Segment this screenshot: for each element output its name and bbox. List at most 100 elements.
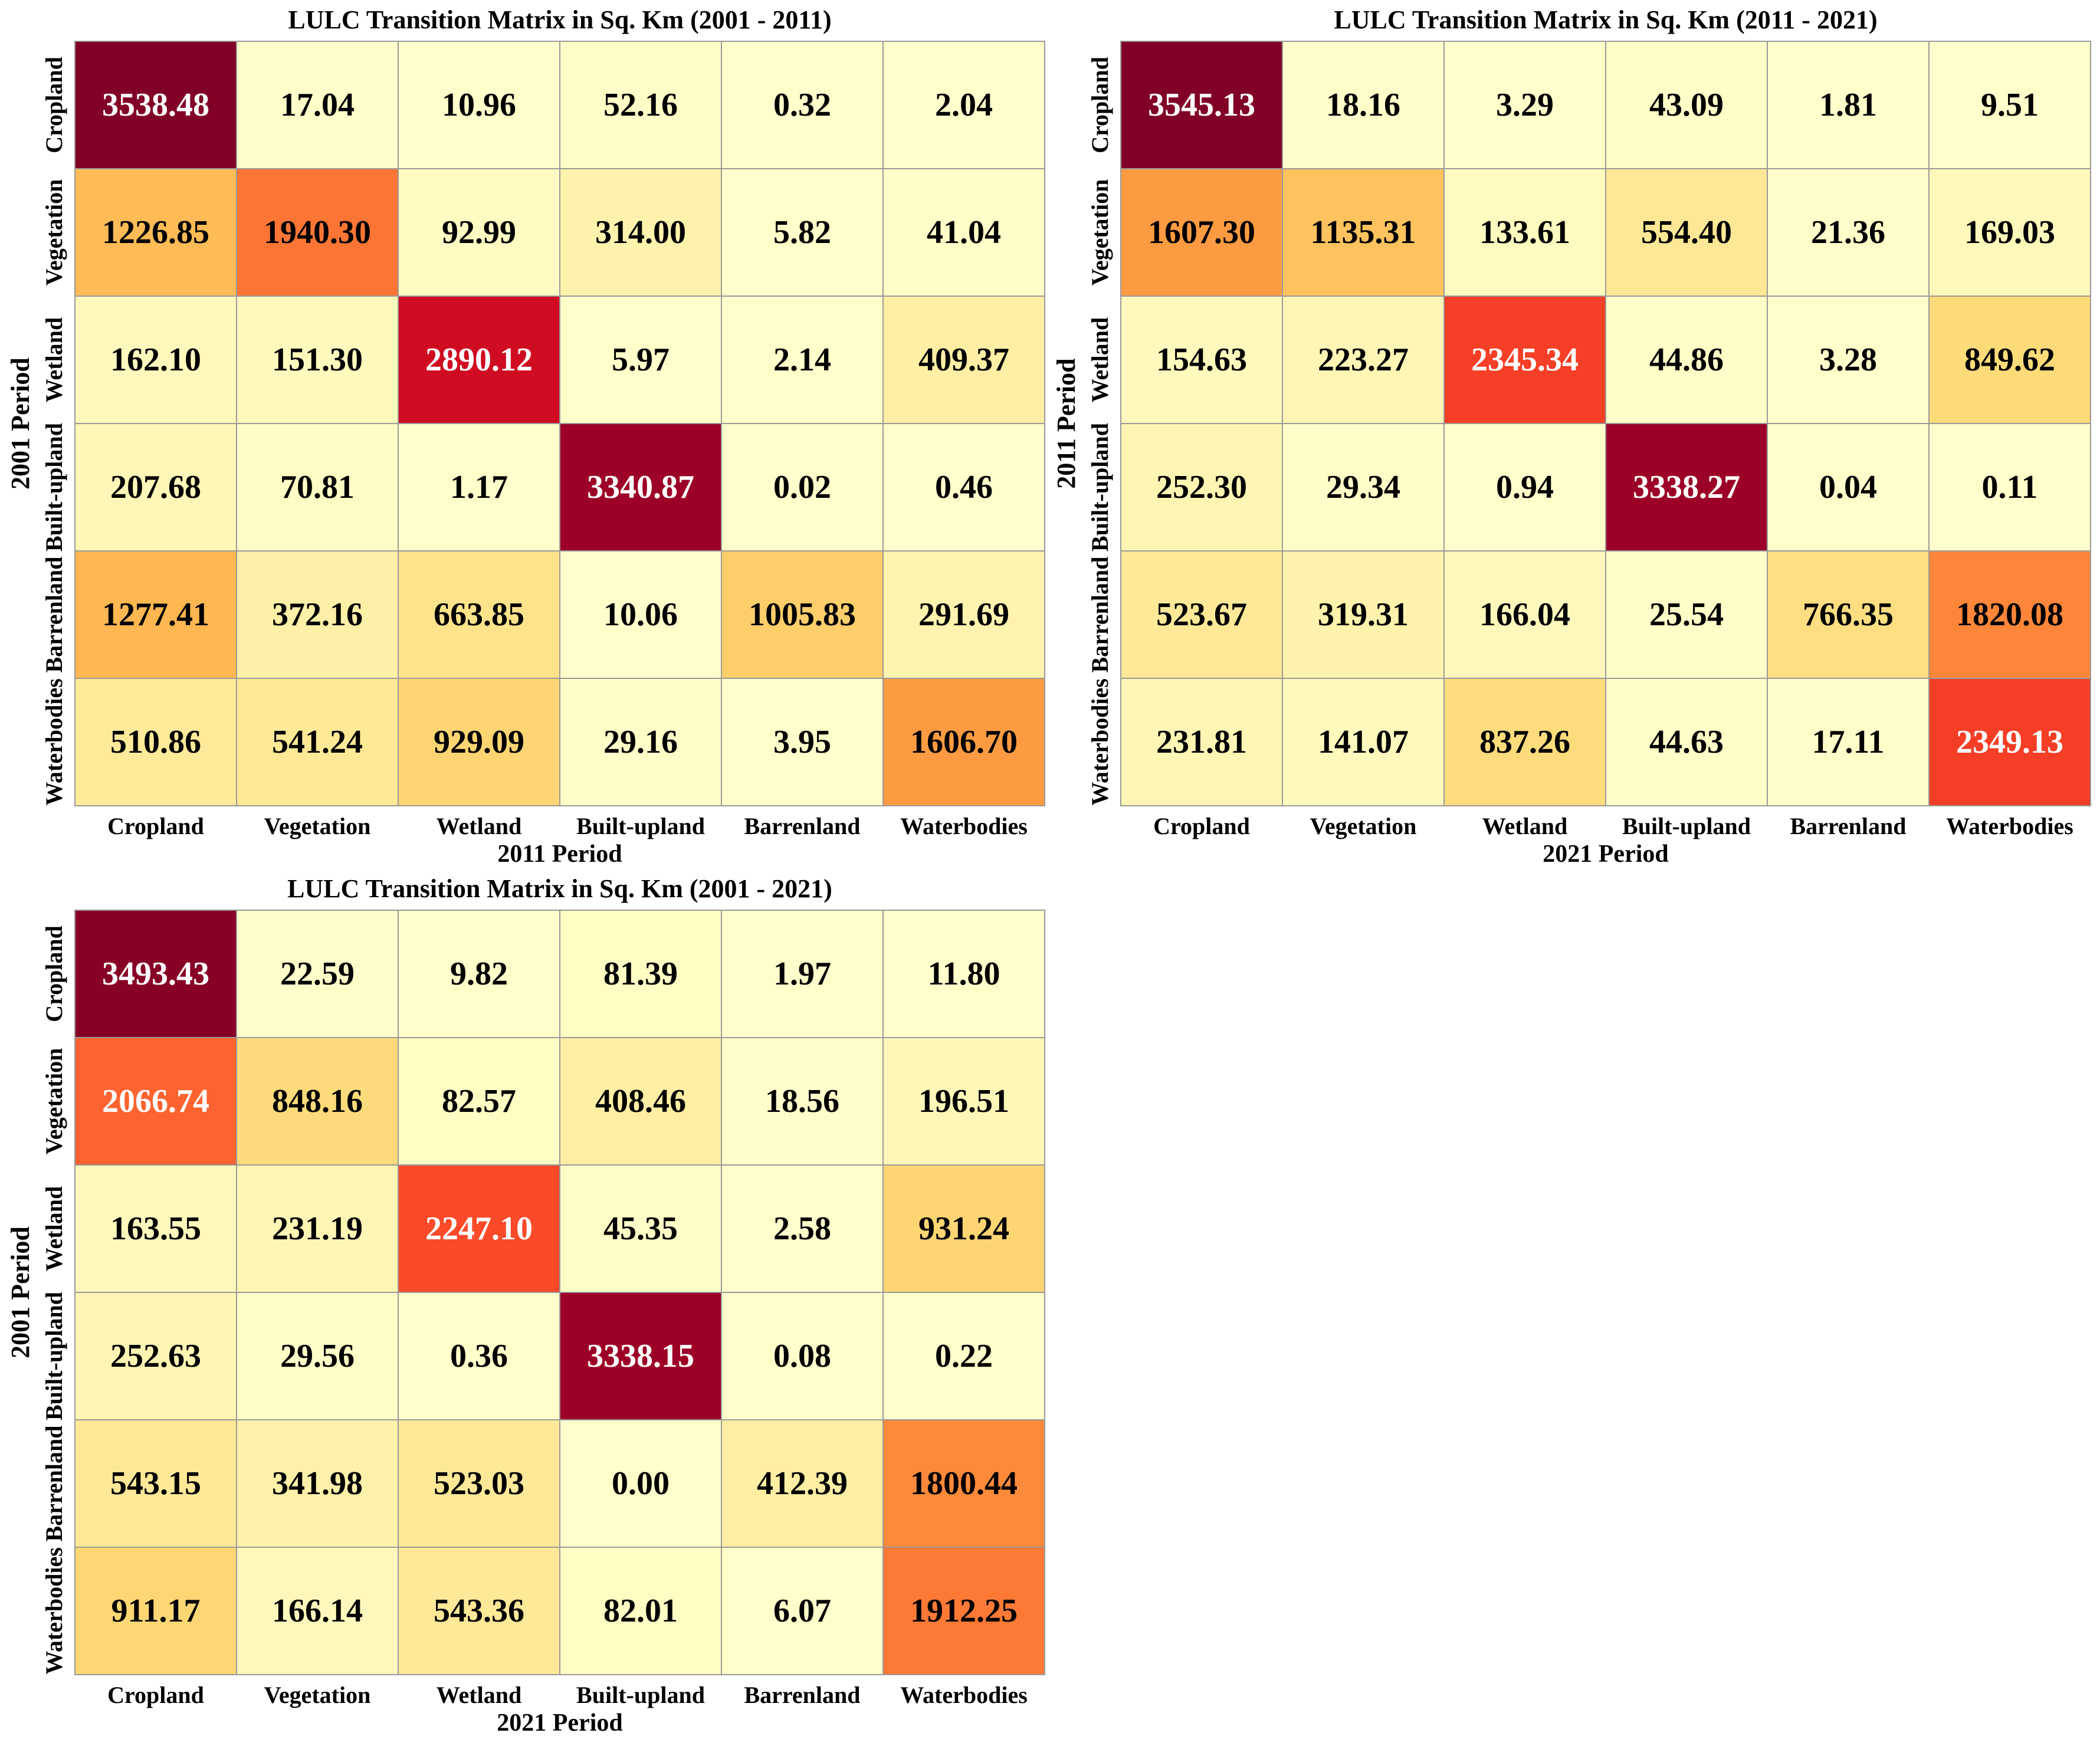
y-tick-label: Barrenland <box>41 556 67 672</box>
x-tick-label: Vegetation <box>264 813 371 839</box>
heatmap-cell <box>559 1037 722 1166</box>
chart-title: LULC Transition Matrix in Sq. Km (2001 -… <box>287 874 832 903</box>
cell-value-label: 0.04 <box>1819 469 1877 506</box>
x-tick-label: Waterbodies <box>900 1682 1028 1708</box>
y-tick-label: Cropland <box>1087 57 1113 153</box>
x-axis-label: 2021 Period <box>1543 841 1668 868</box>
heatmap-cell <box>1767 296 1930 424</box>
y-tick-label: Built-upland <box>1087 423 1113 552</box>
cell-value-label: 252.30 <box>1156 469 1247 506</box>
heatmap-cell <box>236 1547 399 1675</box>
cell-value-label: 1005.83 <box>749 596 856 633</box>
cell-value-label: 291.69 <box>918 596 1009 633</box>
x-tick-label: Built-upland <box>576 1682 705 1708</box>
cell-value-label: 196.51 <box>918 1083 1009 1120</box>
y-tick-label: Cropland <box>41 925 67 1022</box>
cell-value-label: 0.00 <box>612 1465 670 1502</box>
heatmap-cell <box>74 678 237 806</box>
cell-value-label: 6.07 <box>773 1593 831 1629</box>
cell-value-label: 2.14 <box>773 342 831 378</box>
heatmap-cell <box>1120 423 1283 552</box>
cell-value-label: 372.16 <box>272 596 363 633</box>
cell-value-label: 2.04 <box>935 87 993 123</box>
heatmap-cell <box>559 1419 722 1548</box>
cell-value-label: 543.15 <box>110 1465 201 1502</box>
heatmap-panel-3: LULC Transition Matrix in Sq. Km (2001 -… <box>6 874 1045 1737</box>
heatmap-cell <box>721 550 884 679</box>
cell-value-label: 1607.30 <box>1148 214 1255 251</box>
heatmap-cell <box>1605 423 1768 552</box>
cell-value-label: 10.06 <box>603 596 678 633</box>
heatmap-cell <box>882 296 1045 424</box>
heatmap-panel-1: LULC Transition Matrix in Sq. Km (2001 -… <box>6 5 1045 868</box>
y-tick-label: Built-upland <box>41 1292 67 1420</box>
cell-value-label: 523.03 <box>434 1465 524 1502</box>
y-tick-label: Vegetation <box>41 179 67 286</box>
x-tick-label: Cropland <box>1153 813 1250 839</box>
cell-value-label: 510.86 <box>110 724 201 760</box>
cell-value-label: 207.68 <box>110 469 201 506</box>
heatmap-cell <box>721 423 884 552</box>
cell-value-label: 9.82 <box>450 956 508 992</box>
heatmap-cell <box>559 423 722 552</box>
cell-value-label: 341.98 <box>272 1465 363 1502</box>
cell-value-label: 0.94 <box>1496 469 1554 506</box>
heatmap-cell <box>236 41 399 169</box>
heatmap-cell <box>882 168 1045 297</box>
x-tick-label: Vegetation <box>1310 813 1417 839</box>
heatmap-cell <box>1928 168 2091 297</box>
cell-value-label: 849.62 <box>1964 342 2055 378</box>
heatmap-cell <box>236 1164 399 1293</box>
cell-value-label: 17.11 <box>1812 724 1885 760</box>
heatmap-cell <box>1282 41 1445 169</box>
cell-value-label: 2890.12 <box>425 342 533 378</box>
cell-value-label: 231.19 <box>272 1210 363 1247</box>
cell-value-label: 0.11 <box>1982 469 2038 506</box>
cell-value-label: 3338.15 <box>587 1338 694 1374</box>
x-tick-label: Wetland <box>437 1682 521 1708</box>
cell-value-label: 0.46 <box>935 469 993 506</box>
heatmap-cell <box>236 296 399 424</box>
heatmap-cell <box>721 1547 884 1675</box>
heatmap-cell <box>882 1292 1045 1420</box>
cell-value-label: 1226.85 <box>102 214 209 251</box>
heatmap-cell <box>398 296 560 424</box>
heatmap-cell <box>1605 678 1768 806</box>
heatmap-cell <box>882 1419 1045 1548</box>
heatmap-cell <box>1605 550 1768 679</box>
x-tick-label: Built-upland <box>1622 813 1751 839</box>
y-tick-label: Barrenland <box>41 1425 67 1541</box>
heatmap-cell <box>721 1164 884 1293</box>
heatmap-cell <box>1282 296 1445 424</box>
cell-value-label: 1820.08 <box>1956 596 2063 633</box>
heatmap-cell <box>398 41 560 169</box>
cell-value-label: 231.81 <box>1156 724 1247 760</box>
cell-value-label: 2247.10 <box>425 1210 533 1247</box>
cell-value-label: 29.56 <box>280 1338 355 1374</box>
cell-value-label: 82.57 <box>442 1083 516 1120</box>
heatmap-cell <box>236 1419 399 1548</box>
heatmap-cell <box>1120 168 1283 297</box>
cell-value-label: 2345.34 <box>1471 342 1579 378</box>
heatmap-cell <box>559 910 722 1038</box>
heatmap-cell <box>1605 168 1768 297</box>
y-tick-label: Waterbodies <box>41 1547 67 1675</box>
cell-value-label: 837.26 <box>1479 724 1570 760</box>
heatmap-cell <box>1767 41 1930 169</box>
heatmap-cell <box>236 1292 399 1420</box>
cell-value-label: 1606.70 <box>910 724 1018 760</box>
cell-value-label: 43.09 <box>1649 87 1724 123</box>
cell-value-label: 929.09 <box>434 724 524 760</box>
heatmap-cell <box>1282 423 1445 552</box>
x-tick-label: Built-upland <box>576 813 705 839</box>
cell-value-label: 2349.13 <box>1956 724 2063 760</box>
heatmap-cell <box>398 168 560 297</box>
cell-value-label: 166.04 <box>1479 596 1570 633</box>
cell-value-label: 1800.44 <box>910 1465 1018 1502</box>
cell-value-label: 663.85 <box>434 596 524 633</box>
x-tick-label: Cropland <box>107 1682 204 1708</box>
cell-value-label: 766.35 <box>1803 596 1894 633</box>
heatmap-cell <box>1282 168 1445 297</box>
cell-value-label: 29.34 <box>1326 469 1400 506</box>
